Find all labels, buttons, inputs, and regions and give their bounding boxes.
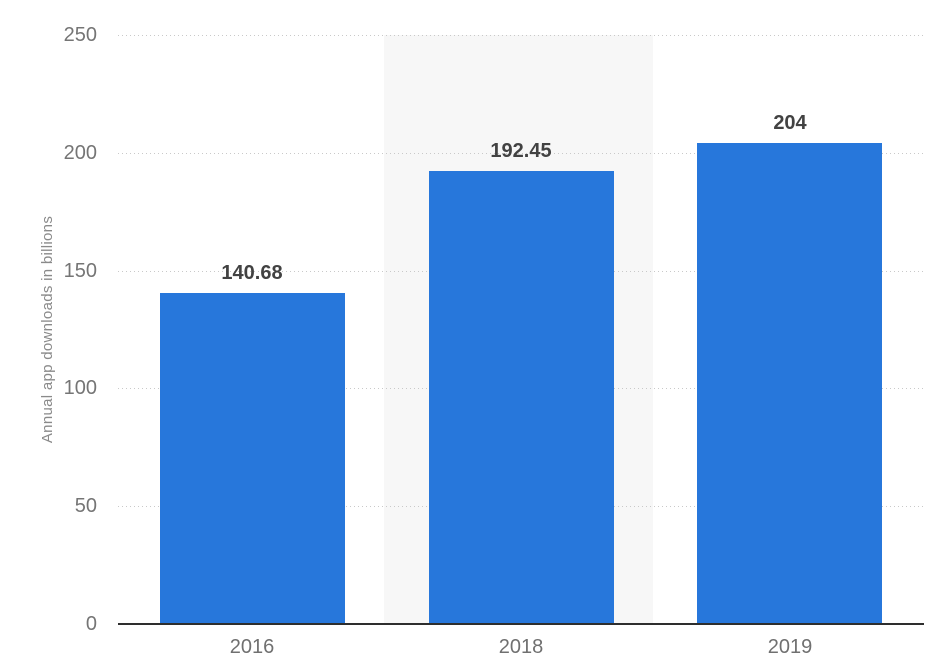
x-axis-label-2019: 2019 [767, 636, 813, 658]
y-tick-label-0: 0 [85, 613, 97, 635]
x-axis-label-2016: 2016 [229, 636, 275, 658]
bar-2019[interactable] [697, 143, 882, 624]
bar-value-label-2018: 192.45 [490, 140, 552, 162]
bar-value-label-2019: 204 [773, 112, 807, 134]
y-tick-label-250: 250 [63, 24, 97, 46]
x-axis-line [118, 623, 924, 625]
y-axis-title: Annual app downloads in billions [39, 215, 57, 444]
y-tick-label-200: 200 [63, 142, 97, 164]
y-axis-title-wrap: Annual app downloads in billions [22, 35, 74, 624]
y-tick-label-100: 100 [63, 377, 97, 399]
y-tick-label-150: 150 [63, 260, 97, 282]
gridline-200 [118, 153, 924, 154]
bar-2018[interactable] [429, 171, 614, 624]
y-tick-label-50: 50 [74, 495, 97, 517]
x-axis-label-2018: 2018 [498, 636, 544, 658]
bar-2016[interactable] [160, 293, 345, 624]
bar-value-label-2016: 140.68 [221, 262, 283, 284]
gridline-250 [118, 35, 924, 36]
